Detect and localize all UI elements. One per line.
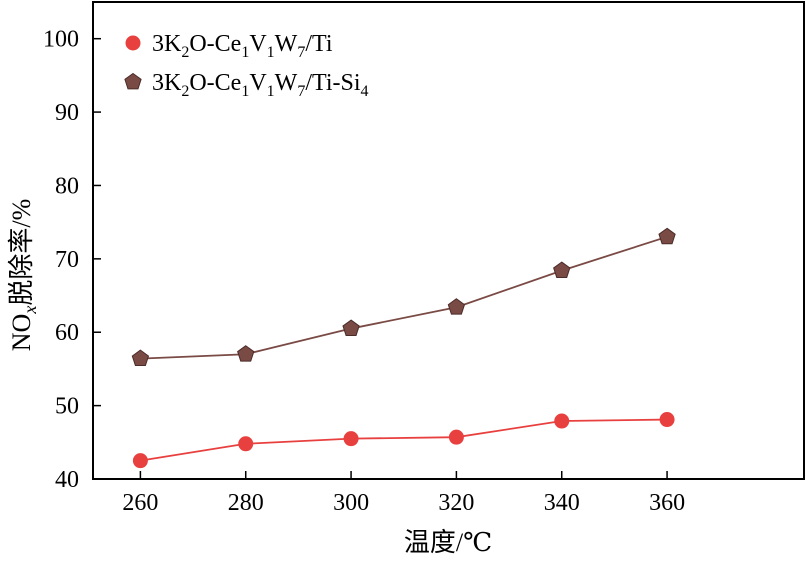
- data-point: [448, 429, 464, 445]
- data-point: [342, 319, 360, 336]
- series-line: [140, 418, 668, 462]
- data-point: [553, 261, 571, 278]
- y-tick-label: 80: [55, 173, 79, 199]
- data-point: [343, 431, 359, 447]
- y-tick-label: 50: [55, 394, 79, 420]
- plot-frame: [92, 1, 805, 480]
- legend-item: 3K2O-Ce1V1W7/Ti-Si4: [124, 70, 369, 100]
- data-point: [132, 453, 148, 469]
- x-tick-label: 360: [649, 490, 685, 516]
- y-axis-title-pre: NO: [7, 314, 36, 352]
- y-tick-label: 60: [55, 320, 79, 346]
- y-axis-title: NOx脱除率/%: [7, 199, 40, 351]
- data-point: [237, 345, 255, 362]
- legend-item: 3K2O-Ce1V1W7/Ti: [125, 31, 333, 61]
- data-point: [131, 349, 150, 367]
- x-tick-label: 320: [438, 490, 474, 516]
- series-line: [140, 235, 668, 360]
- x-tick-label: 260: [122, 490, 158, 516]
- x-tick-label: 340: [544, 490, 580, 516]
- legend-marker: [125, 35, 141, 51]
- data-point: [447, 298, 466, 315]
- y-axis: 40 50 60 70 80 90 100: [43, 27, 101, 493]
- series-2: [131, 227, 676, 367]
- legend-label: 3K2O-Ce1V1W7/Ti-Si4: [152, 70, 369, 100]
- x-axis: 260 280 300 320 340 360: [122, 471, 685, 516]
- legend-label: 3K2O-Ce1V1W7/Ti: [152, 31, 333, 61]
- y-tick-label: 40: [55, 467, 79, 493]
- data-point: [659, 412, 675, 428]
- series-1: [132, 412, 675, 469]
- data-point: [238, 436, 254, 452]
- legend-marker: [124, 72, 142, 90]
- legend: 3K2O-Ce1V1W7/Ti 3K2O-Ce1V1W7/Ti-Si4: [124, 31, 369, 100]
- y-axis-title-sub: x: [20, 306, 40, 315]
- x-tick-label: 300: [333, 490, 369, 516]
- y-tick-label: 70: [55, 247, 79, 273]
- x-tick-label: 280: [228, 490, 264, 516]
- y-tick-label: 100: [43, 27, 79, 53]
- x-axis-title: 温度/℃: [404, 528, 492, 557]
- y-axis-title-post: 脱除率/%: [7, 199, 36, 306]
- y-tick-label: 90: [55, 100, 79, 126]
- data-point: [554, 413, 570, 429]
- data-point: [658, 227, 676, 245]
- series-layer: [131, 227, 676, 469]
